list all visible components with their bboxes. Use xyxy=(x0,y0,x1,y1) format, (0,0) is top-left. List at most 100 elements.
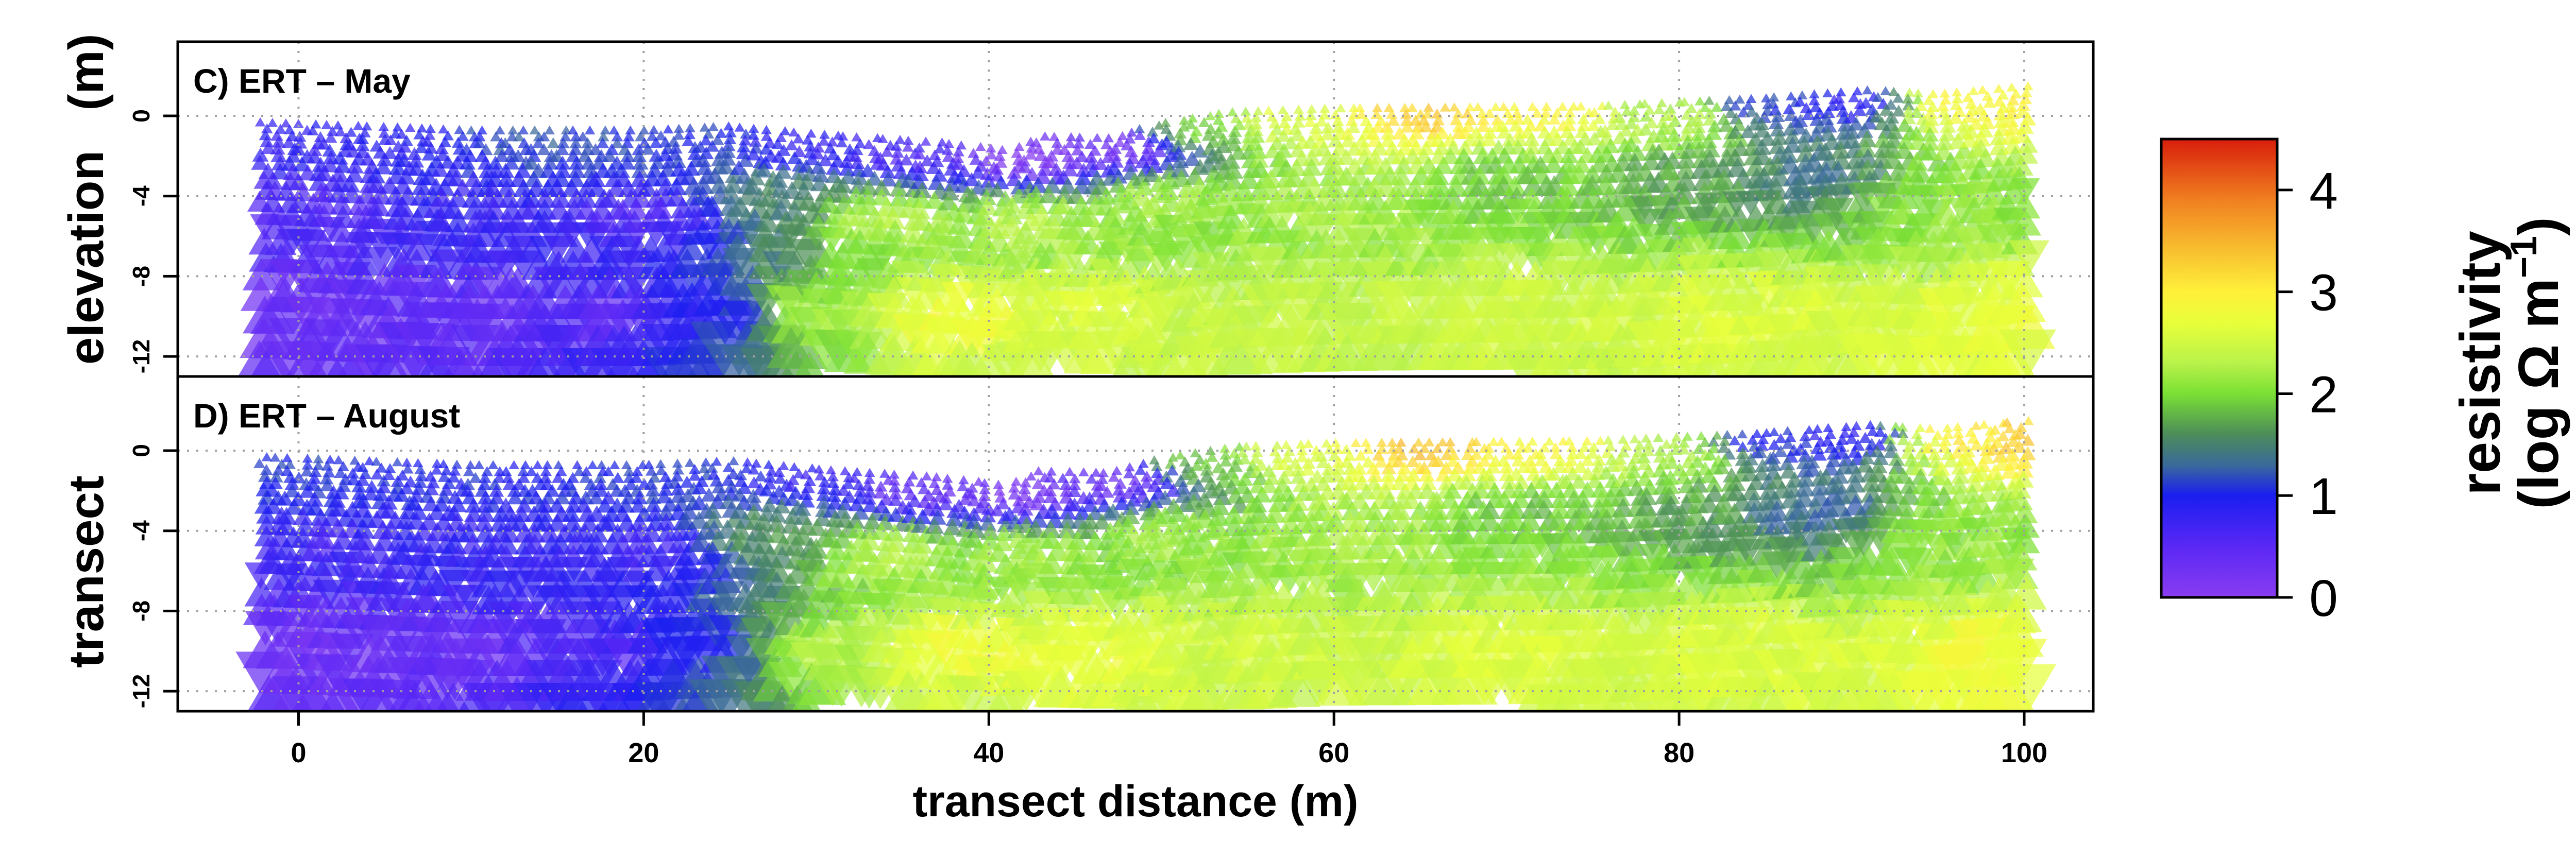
resistivity-point xyxy=(970,165,986,179)
resistivity-point xyxy=(1553,454,1568,466)
resistivity-point xyxy=(1418,468,1435,482)
resistivity-point xyxy=(326,217,355,242)
resistivity-point xyxy=(958,475,969,485)
resistivity-point xyxy=(670,154,687,168)
resistivity-point xyxy=(888,487,903,500)
resistivity-point xyxy=(1816,265,1860,303)
resistivity-point xyxy=(1175,480,1191,495)
resistivity-point xyxy=(1092,513,1112,530)
resistivity-point xyxy=(1500,474,1518,489)
resistivity-point xyxy=(1674,160,1698,180)
resistivity-point xyxy=(768,661,817,703)
resistivity-point xyxy=(1628,105,1640,115)
resistivity-point xyxy=(1555,175,1580,196)
resistivity-point xyxy=(630,170,650,187)
resistivity-point xyxy=(1718,219,1753,249)
resistivity-point xyxy=(940,184,960,201)
resistivity-point xyxy=(1919,143,1940,161)
resistivity-point xyxy=(1527,436,1538,446)
resistivity-point xyxy=(464,497,483,513)
resistivity-point xyxy=(1981,91,1994,101)
resistivity-point xyxy=(993,479,1004,489)
resistivity-point xyxy=(313,454,324,464)
resistivity-point xyxy=(913,148,926,160)
resistivity-point xyxy=(693,140,707,152)
resistivity-point xyxy=(2016,99,2030,111)
resistivity-point xyxy=(688,464,701,474)
resistivity-point xyxy=(1221,152,1241,169)
resistivity-point xyxy=(532,460,543,470)
resistivity-point xyxy=(474,523,497,543)
resistivity-point xyxy=(1139,476,1154,489)
resistivity-point xyxy=(1288,493,1309,511)
resistivity-point xyxy=(1065,132,1077,142)
resistivity-point xyxy=(931,472,942,482)
resistivity-point xyxy=(1613,452,1627,465)
resistivity-point xyxy=(2004,119,2022,135)
resistivity-point xyxy=(810,147,825,160)
resistivity-point xyxy=(1250,112,1262,123)
resistivity-point xyxy=(1508,595,1549,630)
resistivity-point xyxy=(792,133,805,144)
resistivity-point xyxy=(1213,489,1232,505)
resistivity-point xyxy=(1856,148,1879,168)
resistivity-point xyxy=(1902,99,1915,111)
resistivity-point xyxy=(980,174,997,188)
resistivity-point xyxy=(1998,329,2057,376)
resistivity-point xyxy=(947,214,972,235)
resistivity-point xyxy=(363,486,379,501)
resistivity-point xyxy=(1570,473,1588,489)
resistivity-point xyxy=(1025,520,1046,538)
resistivity-point xyxy=(517,466,530,476)
resistivity-point xyxy=(1470,449,1483,460)
resistivity-point xyxy=(852,478,866,490)
resistivity-point xyxy=(1331,115,1345,126)
resistivity-point xyxy=(1121,507,1140,524)
resistivity-point xyxy=(1122,500,1140,515)
resistivity-point xyxy=(345,246,380,276)
resistivity-point xyxy=(711,456,722,466)
resistivity-point xyxy=(837,131,849,141)
resistivity-point xyxy=(409,503,429,520)
resistivity-point xyxy=(938,491,953,504)
resistivity-point xyxy=(753,210,781,232)
resistivity-point xyxy=(1884,98,1897,110)
resistivity-point xyxy=(879,164,896,178)
resistivity-point xyxy=(648,198,673,219)
resistivity-point xyxy=(764,471,777,483)
resistivity-point xyxy=(1441,280,1486,319)
resistivity-point xyxy=(375,462,387,473)
resistivity-point xyxy=(623,466,635,476)
resistivity-point xyxy=(1862,85,1873,95)
resistivity-point xyxy=(663,124,674,134)
resistivity-point xyxy=(319,472,334,485)
resistivity-point xyxy=(711,133,724,145)
resistivity-point xyxy=(1688,468,1706,484)
resistivity-point xyxy=(555,143,569,156)
resistivity-point xyxy=(779,126,791,135)
resistivity-point xyxy=(1953,227,1991,260)
resistivity-point xyxy=(437,471,451,482)
resistivity-point xyxy=(469,472,482,483)
resistivity-point xyxy=(814,470,826,480)
resistivity-point xyxy=(963,172,980,186)
resistivity-point xyxy=(1259,513,1284,535)
resistivity-point xyxy=(806,518,828,536)
resistivity-point xyxy=(1397,461,1412,474)
resistivity-point xyxy=(1707,119,1723,132)
resistivity-point xyxy=(1080,512,1100,529)
resistivity-point xyxy=(1031,478,1045,489)
resistivity-point xyxy=(728,456,739,466)
resistivity-point xyxy=(517,472,531,483)
resistivity-point xyxy=(307,143,323,156)
resistivity-point xyxy=(703,502,722,519)
resistivity-point xyxy=(911,190,933,208)
resistivity-point xyxy=(1423,437,1435,447)
resistivity-point xyxy=(1809,89,1820,98)
resistivity-point xyxy=(1752,139,1772,155)
resistivity-point xyxy=(1038,551,1065,574)
resistivity-point xyxy=(908,199,931,219)
resistivity-point xyxy=(414,464,427,474)
resistivity-point xyxy=(1617,435,1629,444)
resistivity-point xyxy=(1064,467,1075,476)
